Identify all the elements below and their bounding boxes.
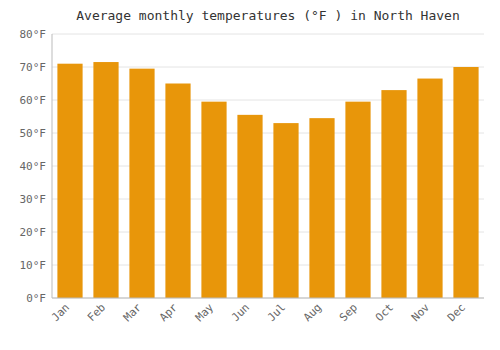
y-tick-label: 60°F — [20, 94, 47, 107]
y-tick-label: 10°F — [20, 259, 47, 272]
chart-svg: Average monthly temperatures (°F ) in No… — [0, 0, 500, 350]
chart-container: Average monthly temperatures (°F ) in No… — [0, 0, 500, 350]
x-tick-label: Jan — [49, 301, 72, 324]
x-tick-label: Jun — [229, 301, 252, 324]
bar — [273, 123, 298, 298]
x-tick-label: Sep — [337, 301, 360, 324]
y-tick-label: 80°F — [20, 28, 47, 41]
bar — [201, 102, 226, 298]
x-tick-label: Nov — [409, 301, 433, 325]
grid-line — [52, 298, 484, 299]
x-tick-label: Apr — [157, 301, 181, 325]
x-tick-label: Oct — [373, 301, 396, 324]
x-tick-label: Aug — [301, 301, 324, 324]
bar — [453, 67, 478, 298]
grid — [52, 34, 484, 298]
bar — [93, 62, 118, 298]
y-tick-label: 0°F — [26, 292, 46, 305]
bar — [129, 69, 154, 298]
bar — [381, 90, 406, 298]
x-axis: Jan Feb Mar Apr May Jun Jul Aug Sep Oct Nov Dec — [49, 301, 468, 325]
x-tick-label: May — [193, 301, 217, 325]
y-axis-line — [52, 34, 53, 298]
y-tick-label: 70°F — [20, 61, 47, 74]
grid-line — [52, 34, 484, 35]
bars — [57, 62, 478, 298]
bar — [309, 118, 334, 298]
y-tick-label: 40°F — [20, 160, 47, 173]
bar — [237, 115, 262, 298]
bar — [57, 64, 82, 298]
x-tick-label: Mar — [121, 301, 145, 325]
title: Average monthly temperatures (°F ) in No… — [76, 8, 460, 23]
y-axis: 0°F 10°F 20°F 30°F 40°F 50°F 60°F 70°F 80°F — [20, 28, 47, 305]
bar — [345, 102, 370, 298]
y-tick-label: 30°F — [20, 193, 47, 206]
y-tick-label: 50°F — [20, 127, 47, 140]
x-axis-line — [52, 298, 484, 299]
x-tick-label: Dec — [445, 301, 468, 324]
x-tick-label: Jul — [265, 301, 288, 324]
bar — [417, 79, 442, 298]
y-tick-label: 20°F — [20, 226, 47, 239]
bar — [165, 84, 190, 299]
x-tick-label: Feb — [85, 301, 108, 324]
